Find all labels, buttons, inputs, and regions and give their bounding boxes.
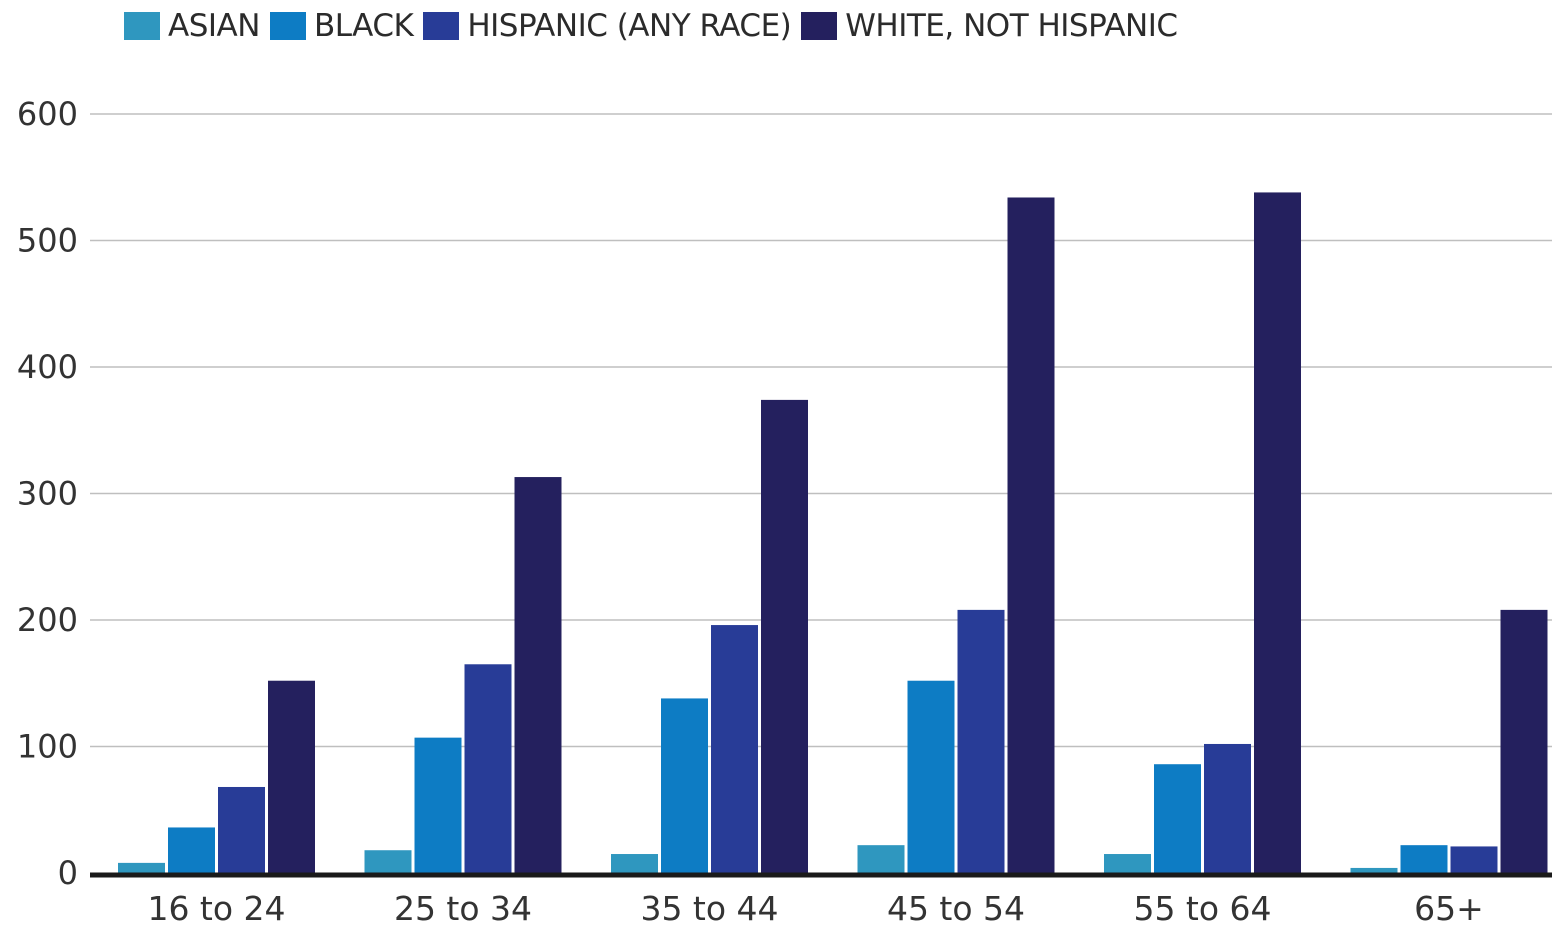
x-category-label: 35 to 44 (640, 889, 778, 927)
bar-white-not-hispanic-55-to-64 (1254, 192, 1301, 873)
x-category-label: 55 to 64 (1133, 889, 1271, 927)
y-tick-label: 600 (17, 95, 78, 133)
bar-hispanic-any-race-55-to-64 (1204, 743, 1251, 873)
x-category-label: 25 to 34 (394, 889, 532, 927)
legend-label: ASIAN (168, 8, 260, 44)
bar-white-not-hispanic-16-to-24 (268, 680, 315, 873)
legend-label: WHITE, NOT HISPANIC (845, 8, 1178, 44)
bars (118, 192, 1548, 874)
legend-swatch (801, 12, 838, 40)
legend-item-white-not-hispanic: WHITE, NOT HISPANIC (801, 8, 1178, 44)
y-tick-label: 0 (58, 854, 78, 892)
y-axis-tick-labels: 0 100 200 300 400 500 600 (17, 95, 78, 892)
x-category-label: 65+ (1414, 889, 1484, 927)
bar-asian-55-to-64 (1104, 854, 1151, 873)
bar-white-not-hispanic-25-to-34 (514, 477, 562, 873)
bar-asian-16-to-24 (118, 862, 165, 873)
bar-black-25-to-34 (414, 737, 462, 873)
bar-hispanic-any-race-16-to-24 (218, 786, 265, 873)
y-tick-label: 200 (17, 601, 78, 639)
legend-swatch (269, 12, 306, 40)
bar-black-45-to-54 (907, 680, 955, 873)
bar-black-65 (1400, 845, 1448, 873)
bar-asian-35-to-44 (611, 854, 658, 873)
x-category-label: 45 to 54 (887, 889, 1025, 927)
bar-asian-45-to-54 (857, 845, 905, 873)
bar-black-16-to-24 (168, 827, 215, 873)
bar-hispanic-any-race-45-to-54 (957, 609, 1005, 873)
y-tick-label: 400 (17, 348, 78, 386)
y-tick-label: 300 (17, 475, 78, 513)
legend-label: BLACK (313, 8, 414, 44)
legend-swatch (423, 12, 460, 40)
x-axis-category-labels: 16 to 24 25 to 34 35 to 44 45 to 54 55 to 64… (147, 889, 1483, 927)
bar-white-not-hispanic-35-to-44 (761, 399, 808, 873)
bar-asian-65 (1350, 867, 1398, 873)
legend-swatch (124, 12, 160, 40)
bar-hispanic-any-race-65 (1450, 846, 1498, 873)
bar-hispanic-any-race-25-to-34 (464, 664, 512, 873)
y-tick-label: 100 (17, 728, 78, 766)
bar-hispanic-any-race-35-to-44 (711, 625, 758, 873)
legend-label: HISPANIC (ANY RACE) (467, 8, 792, 44)
legend-item-asian: ASIAN (124, 8, 260, 44)
gridlines (90, 113, 1552, 748)
bar-white-not-hispanic-45-to-54 (1007, 197, 1055, 874)
legend-item-black: BLACK (269, 8, 414, 44)
bar-black-55-to-64 (1154, 764, 1201, 873)
bar-black-35-to-44 (661, 698, 708, 873)
bar-asian-25-to-34 (364, 850, 412, 873)
bar-white-not-hispanic-65 (1500, 609, 1548, 873)
legend-item-hispanic-any-race: HISPANIC (ANY RACE) (423, 8, 792, 44)
y-tick-label: 500 (17, 222, 78, 260)
x-category-label: 16 to 24 (147, 889, 285, 927)
chart-legend: ASIAN BLACK HISPANIC (ANY RACE) WHITE, NOT … (124, 6, 1188, 46)
